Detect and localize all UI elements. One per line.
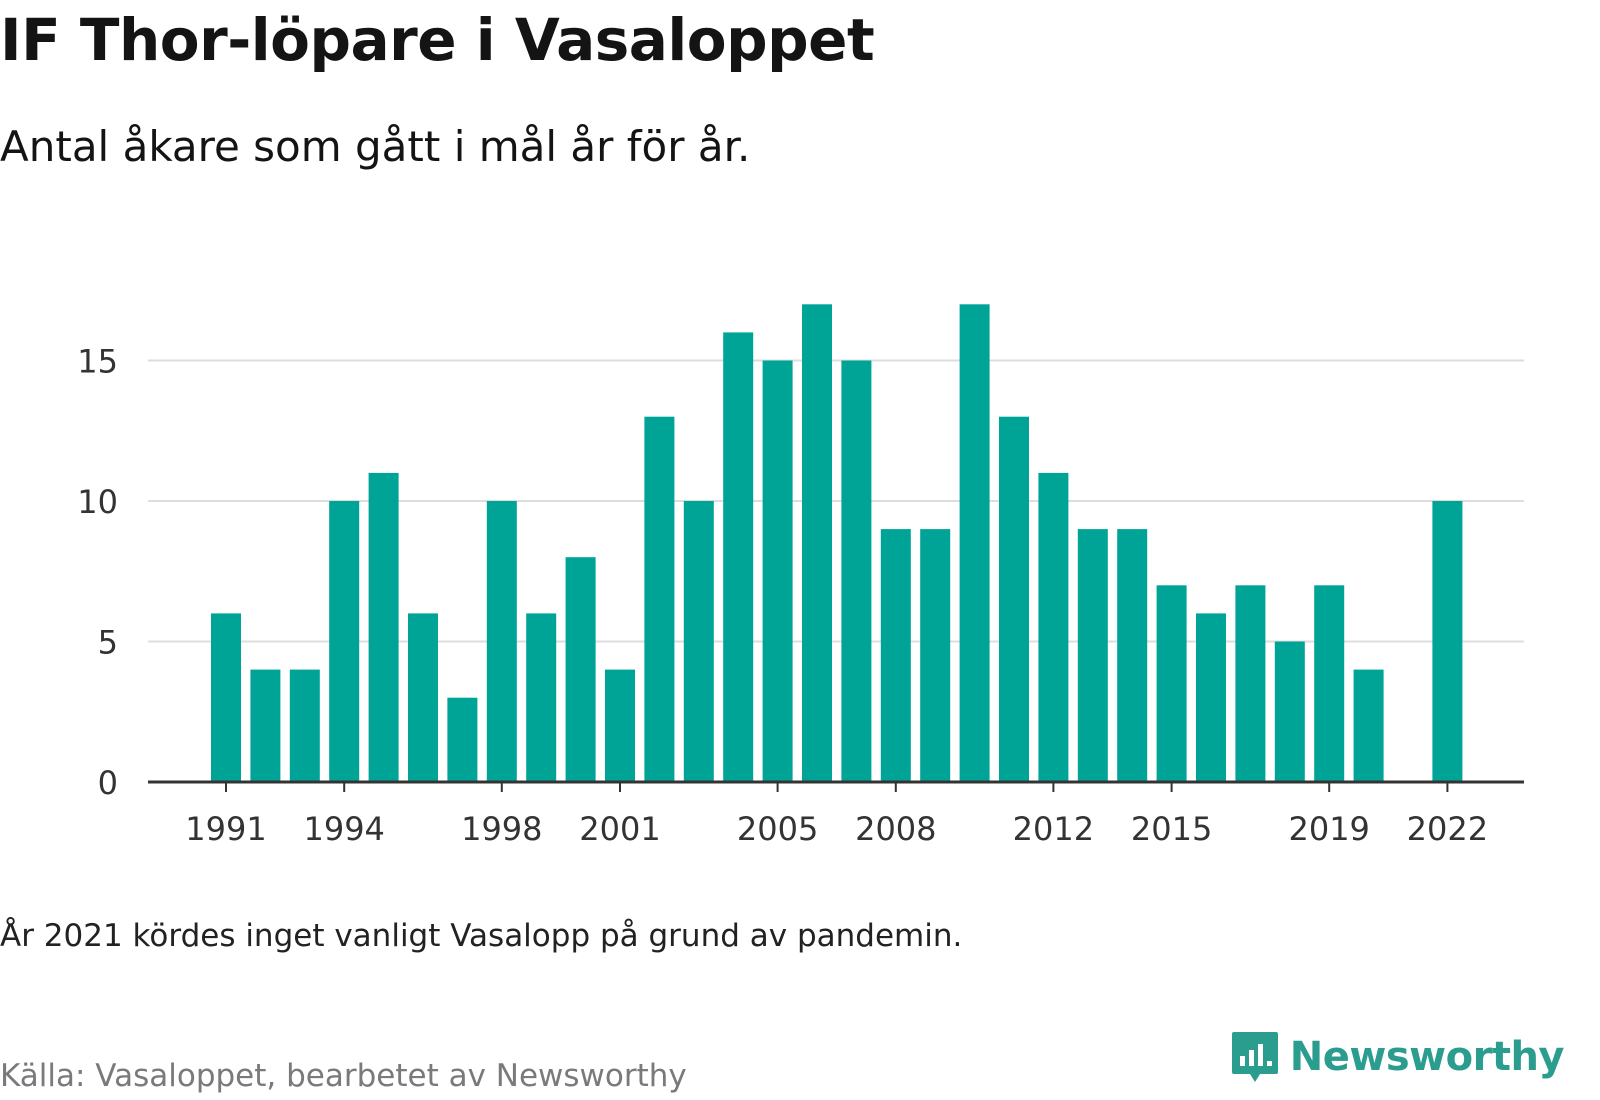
bar-1995 — [368, 472, 399, 782]
bar-2005 — [762, 360, 793, 782]
bar-2001 — [605, 669, 635, 782]
bar-2013 — [1077, 529, 1108, 782]
bar-2022 — [1432, 501, 1463, 782]
y-tick-label: 10 — [77, 483, 118, 521]
source-text: Källa: Vasaloppet, bearbetet av Newswort… — [0, 1058, 687, 1094]
y-tick-label: 15 — [77, 343, 118, 381]
x-tick-label: 2008 — [855, 810, 936, 848]
bar-2019 — [1314, 585, 1345, 782]
bar-1998 — [486, 501, 517, 782]
bar-1992 — [250, 669, 281, 782]
bar-2006 — [802, 304, 832, 782]
bar-2015 — [1156, 585, 1187, 782]
bar-1994 — [329, 501, 360, 782]
bar-2012 — [1038, 472, 1069, 782]
brand-name: Newsworthy — [1289, 1034, 1565, 1080]
x-tick-label: 2005 — [737, 810, 818, 848]
bar-1999 — [526, 613, 557, 782]
chart-subtitle: Antal åkare som gått i mål år för år. — [0, 122, 751, 171]
bar-2011 — [999, 416, 1029, 782]
chart-title: IF Thor-löpare i Vasaloppet — [0, 6, 875, 74]
x-tick-label: 2001 — [579, 810, 660, 848]
bar-2004 — [723, 332, 754, 782]
bar-1997 — [447, 697, 478, 782]
x-tick-label: 2015 — [1131, 810, 1212, 848]
x-tick-label: 2012 — [1013, 810, 1094, 848]
bar-1996 — [408, 613, 438, 782]
bar-2020 — [1353, 669, 1384, 782]
bar-2014 — [1117, 529, 1148, 782]
chart-speech-bubble-icon — [1231, 1032, 1278, 1082]
bar-2009 — [920, 529, 951, 782]
bar-2018 — [1274, 641, 1305, 782]
y-tick-label: 5 — [98, 624, 118, 662]
bar-2016 — [1196, 613, 1226, 782]
x-tick-label: 2022 — [1407, 810, 1488, 848]
x-tick-label: 1994 — [303, 810, 384, 848]
bar-1993 — [289, 669, 320, 782]
y-tick-label: 0 — [98, 764, 118, 802]
x-tick-label: 1991 — [185, 810, 266, 848]
bar-2003 — [683, 501, 714, 782]
bar-chart: 0 5 10 15 1991 1994 1998 2001 2005 2008 2012 2015 20… — [77, 304, 1524, 848]
bar-2002 — [644, 416, 675, 782]
bar-2007 — [841, 360, 872, 782]
bar-1991 — [211, 613, 241, 782]
bar-2017 — [1235, 585, 1266, 782]
chart-note: År 2021 kördes inget vanligt Vasalopp på… — [0, 918, 963, 954]
bar-2010 — [959, 304, 990, 782]
newsworthy-logo: Newsworthy — [1230, 1030, 1565, 1084]
x-tick-label: 2019 — [1288, 810, 1369, 848]
bar-2008 — [880, 529, 911, 782]
bar-2000 — [565, 557, 596, 782]
chart-area: 0 5 10 15 1991 1994 1998 2001 2005 2008 2012 2015 20… — [0, 230, 1600, 870]
x-tick-label: 1998 — [461, 810, 542, 848]
